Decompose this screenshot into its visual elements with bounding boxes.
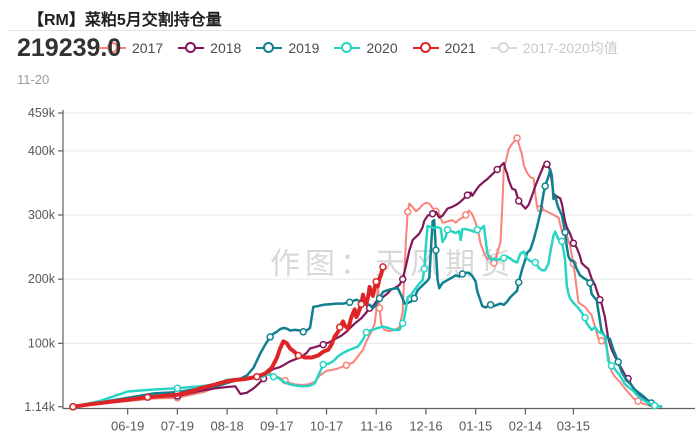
y-tick-label: 1.14k	[24, 400, 55, 414]
legend-item-2020[interactable]: 2020	[334, 40, 398, 56]
x-tick-label: 07-19	[161, 419, 194, 434]
title-separator	[8, 30, 695, 31]
x-tick-label: 08-18	[210, 419, 243, 434]
y-tick-label: 200k	[28, 272, 56, 286]
legend-item-2018[interactable]: 2018	[178, 40, 241, 56]
legend-item-2021[interactable]: 2021	[412, 40, 476, 56]
legend-line-circle-icon	[490, 41, 517, 55]
legend-label: 2020	[366, 40, 398, 56]
x-tick-label: 06-19	[111, 419, 144, 434]
legend-label: 2021	[444, 40, 476, 56]
legend-label: 2017-2020均值	[522, 40, 618, 56]
legend-line-circle-icon	[334, 41, 361, 55]
x-tick-label: 01-15	[459, 419, 492, 434]
latest-value-date: 11-20	[17, 72, 50, 87]
latest-value: 219239.0	[17, 34, 122, 62]
legend-label: 2017	[132, 40, 164, 56]
x-tick-label: 12-16	[409, 419, 442, 434]
legend-item-2017[interactable]: 2017	[100, 40, 163, 56]
x-tick-label: 10-17	[310, 419, 343, 434]
x-tick-label: 02-14	[509, 419, 542, 434]
plot-area[interactable]	[63, 103, 694, 410]
legend-label: 2018	[210, 40, 242, 56]
legend-line-circle-icon	[412, 41, 439, 55]
legend-line-circle-icon	[100, 41, 126, 55]
legend-line-circle-icon	[256, 41, 283, 55]
y-tick-label: 400k	[28, 144, 56, 158]
legend-line-circle-icon	[178, 41, 205, 55]
y-tick-label: 100k	[28, 336, 56, 350]
legend-item-2017-2020均值[interactable]: 2017-2020均值	[490, 38, 618, 58]
legend-label: 2019	[288, 40, 320, 56]
x-tick-label: 09-17	[260, 419, 293, 434]
x-tick-label: 03-15	[557, 419, 590, 434]
y-tick-label: 300k	[28, 208, 56, 222]
legend-item-2019[interactable]: 2019	[256, 40, 319, 56]
x-tick-label: 11-16	[360, 419, 392, 434]
y-tick-label: 459k	[28, 106, 56, 120]
page-title: 【RM】菜粕5月交割持仓量	[28, 12, 222, 29]
chart-legend: 2017 2018 2019 2020 2021 2017-2020均值	[100, 37, 618, 59]
